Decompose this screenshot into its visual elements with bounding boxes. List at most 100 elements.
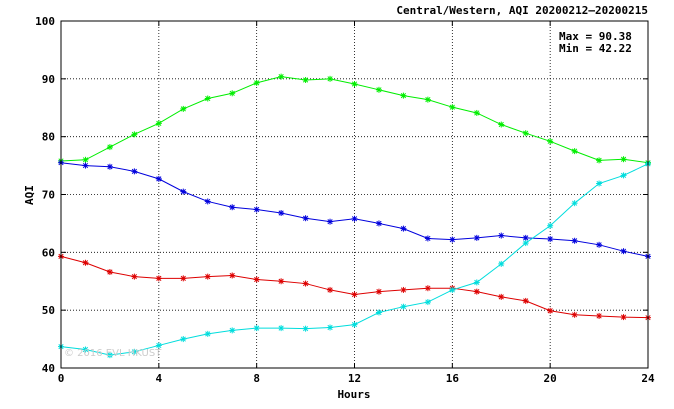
data-point (473, 279, 480, 286)
grid-lines (61, 21, 648, 368)
data-point (620, 156, 627, 163)
data-point (571, 148, 578, 155)
data-point (302, 76, 309, 83)
data-point (596, 180, 603, 187)
y-tick-label: 60 (42, 246, 55, 259)
y-tick-label: 80 (42, 131, 55, 144)
data-point (155, 275, 162, 282)
series-3 (58, 253, 651, 321)
data-point (473, 234, 480, 241)
watermark: © 2016 EVL HKUST (64, 348, 162, 359)
data-point (424, 96, 431, 103)
data-point (327, 286, 334, 293)
data-point (106, 144, 113, 151)
y-tick-label: 70 (42, 189, 55, 202)
series-line (60, 255, 649, 319)
data-point (400, 92, 407, 99)
data-point (620, 314, 627, 321)
data-point (375, 220, 382, 227)
data-point (400, 225, 407, 232)
data-point (547, 236, 554, 243)
data-point (498, 232, 505, 239)
data-point (424, 299, 431, 306)
data-point (424, 235, 431, 242)
y-tick-label: 100 (35, 15, 55, 28)
data-point (204, 198, 211, 205)
data-point (351, 215, 358, 222)
data-point (473, 288, 480, 295)
series-layer (58, 73, 651, 359)
data-point (596, 241, 603, 248)
data-point (449, 236, 456, 243)
data-point (204, 273, 211, 280)
data-point (596, 157, 603, 164)
data-point (278, 73, 285, 80)
data-point (180, 188, 187, 195)
min-annotation: Min = 42.22 (559, 42, 632, 55)
x-tick-label: 0 (58, 372, 65, 385)
data-point (449, 286, 456, 293)
max-annotation: Max = 90.38 (559, 30, 632, 43)
data-point (82, 162, 89, 169)
data-point (278, 325, 285, 332)
data-point (596, 312, 603, 319)
data-point (400, 303, 407, 310)
data-point (229, 272, 236, 279)
series-line (60, 76, 649, 164)
data-point (155, 342, 162, 349)
data-point (327, 75, 334, 82)
data-point (620, 248, 627, 255)
data-point (180, 105, 187, 112)
data-point (131, 131, 138, 138)
x-axis-label: Hours (337, 388, 370, 401)
series-line (60, 162, 649, 257)
data-point (204, 95, 211, 102)
series-4 (58, 160, 651, 359)
data-point (375, 309, 382, 316)
data-point (620, 172, 627, 179)
x-tick-label: 20 (544, 372, 557, 385)
data-point (522, 234, 529, 241)
data-point (253, 206, 260, 213)
data-point (131, 273, 138, 280)
x-tick-label: 4 (156, 372, 163, 385)
data-point (547, 307, 554, 314)
data-point (302, 325, 309, 332)
data-point (498, 121, 505, 128)
data-point (253, 79, 260, 86)
data-point (571, 200, 578, 207)
data-point (327, 324, 334, 331)
data-point (473, 109, 480, 116)
data-point (82, 259, 89, 266)
data-point (106, 352, 113, 359)
data-point (229, 90, 236, 97)
data-point (131, 168, 138, 175)
x-tick-label: 24 (641, 372, 655, 385)
y-tick-label: 40 (42, 362, 55, 375)
axis-ticks: 0 4 8 12 16 20 24 40 50 60 70 80 90 100 (35, 15, 655, 385)
data-point (253, 325, 260, 332)
y-tick-label: 90 (42, 73, 55, 86)
data-point (375, 288, 382, 295)
data-point (522, 130, 529, 137)
data-point (302, 215, 309, 222)
data-point (180, 275, 187, 282)
data-point (522, 240, 529, 247)
data-point (106, 268, 113, 275)
data-point (229, 204, 236, 211)
data-point (229, 327, 236, 334)
data-point (253, 276, 260, 283)
data-point (155, 120, 162, 127)
y-axis-label: AQI (23, 185, 36, 205)
data-point (424, 285, 431, 292)
data-point (375, 86, 382, 93)
data-point (82, 156, 89, 163)
data-point (278, 210, 285, 217)
chart-title: Central/Western, AQI 20200212–20200215 (396, 4, 648, 17)
data-point (547, 222, 554, 229)
data-point (82, 346, 89, 353)
data-point (571, 311, 578, 318)
data-point (351, 291, 358, 298)
data-point (400, 286, 407, 293)
